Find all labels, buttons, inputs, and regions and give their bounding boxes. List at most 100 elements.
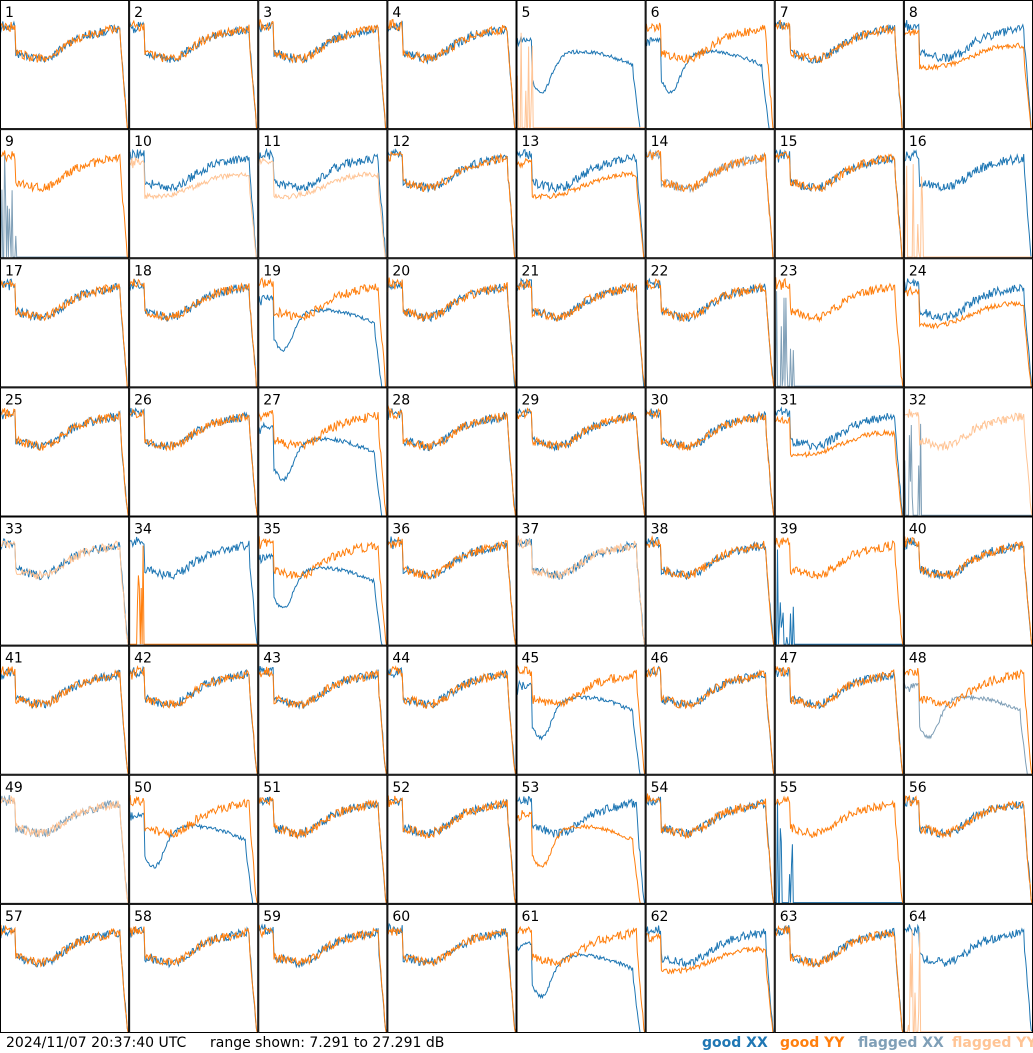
panel-label: 45 [522, 651, 540, 667]
panel-label: 53 [522, 780, 540, 796]
panel-2: 2 [129, 0, 259, 130]
series-xx-panel-27 [258, 421, 388, 517]
series-xx-panel-33 [0, 538, 130, 646]
panel-41: 41 [0, 645, 130, 775]
series-yy-panel-40 [903, 536, 1033, 646]
panel-33: 33 [0, 516, 130, 646]
series-yy-panel-48 [903, 666, 1033, 775]
panel-31: 31 [774, 387, 904, 517]
series-yy-panel-61 [516, 925, 646, 1033]
panel-frame [0, 129, 130, 259]
panel-9: 9 [0, 129, 130, 259]
series-xx-panel-19 [258, 294, 388, 388]
panel-label: 13 [522, 134, 540, 150]
series-xx-panel-53 [516, 795, 646, 904]
panel-18: 18 [129, 258, 259, 388]
series-xx-panel-15 [774, 149, 904, 259]
legend-flagged-yy: flagged YY [952, 1035, 1033, 1051]
panel-label: 12 [392, 134, 410, 150]
series-xx-panel-13 [516, 149, 646, 259]
series-yy-panel-60 [387, 927, 517, 1033]
panel-frame [774, 774, 904, 904]
panel-19: 19 [258, 258, 388, 388]
panel-frame [258, 258, 388, 388]
panel-14: 14 [645, 129, 775, 259]
panel-frame [645, 129, 775, 259]
panel-frame [387, 0, 517, 130]
panel-label: 4 [392, 5, 401, 21]
series-yy-panel-9 [0, 150, 130, 259]
series-yy-panel-34 [129, 545, 259, 645]
series-xx-panel-29 [516, 407, 646, 517]
series-yy-panel-53 [516, 810, 646, 904]
series-xx-panel-26 [129, 407, 259, 517]
panel-label: 1 [5, 5, 14, 21]
panel-label: 31 [780, 392, 798, 408]
panel-frame [0, 516, 130, 646]
panel-frame [516, 516, 646, 646]
panel-40: 40 [903, 516, 1033, 646]
panel-frame [258, 645, 388, 775]
panel-label: 40 [909, 522, 927, 538]
series-yy-panel-13 [516, 157, 646, 259]
series-xx-panel-18 [129, 278, 259, 388]
panel-label: 54 [651, 780, 669, 796]
series-yy-panel-49 [0, 793, 130, 904]
panel-label: 44 [392, 651, 410, 667]
series-xx-panel-37 [516, 538, 646, 646]
panel-label: 56 [909, 780, 927, 796]
panel-frame [516, 258, 646, 388]
series-xx-panel-12 [387, 148, 517, 259]
panel-7: 7 [774, 0, 904, 130]
series-yy-panel-6 [645, 22, 775, 130]
panel-56: 56 [903, 774, 1033, 904]
series-yy-panel-41 [0, 666, 130, 775]
panel-frame [774, 129, 904, 259]
panel-frame [387, 129, 517, 259]
series-yy-panel-30 [645, 407, 775, 517]
panel-50: 50 [129, 774, 259, 904]
series-xx-panel-63 [774, 925, 904, 1033]
panel-frame [258, 516, 388, 646]
series-yy-panel-43 [258, 666, 388, 775]
panel-62: 62 [645, 903, 775, 1033]
panel-39: 39 [774, 516, 904, 646]
series-xx-panel-16 [903, 149, 1033, 259]
series-xx-panel-48 [903, 681, 1033, 775]
panel-label: 47 [780, 651, 798, 667]
series-yy-panel-46 [645, 666, 775, 775]
series-yy-panel-10 [129, 156, 259, 259]
panel-58: 58 [129, 903, 259, 1033]
series-xx-panel-36 [387, 536, 517, 646]
series-yy-panel-32 [903, 408, 1033, 517]
panel-label: 33 [5, 522, 23, 538]
series-xx-panel-54 [645, 796, 775, 904]
series-xx-panel-52 [387, 797, 517, 904]
panel-10: 10 [129, 129, 259, 259]
panel-frame [516, 129, 646, 259]
panel-label: 28 [392, 392, 410, 408]
series-yy-panel-14 [645, 150, 775, 259]
panel-label: 62 [651, 909, 669, 925]
series-yy-panel-22 [645, 278, 775, 388]
series-yy-panel-57 [0, 924, 130, 1033]
panel-13: 13 [516, 129, 646, 259]
panel-frame [387, 645, 517, 775]
series-yy-panel-62 [645, 932, 775, 1033]
series-yy-panel-2 [129, 19, 259, 130]
series-xx-panel-20 [387, 281, 517, 388]
panel-46: 46 [645, 645, 775, 775]
series-xx-panel-3 [258, 22, 388, 130]
panel-60: 60 [387, 903, 517, 1033]
series-xx-panel-9 [0, 154, 130, 258]
panel-frame [129, 903, 259, 1033]
panel-label: 14 [651, 134, 669, 150]
series-xx-panel-24 [903, 278, 1033, 388]
panel-44: 44 [387, 645, 517, 775]
series-yy-panel-23 [774, 277, 904, 388]
series-yy-panel-15 [774, 150, 904, 259]
panel-frame [516, 387, 646, 517]
panel-label: 43 [263, 651, 281, 667]
panel-label: 58 [134, 909, 152, 925]
panel-label: 48 [909, 651, 927, 667]
